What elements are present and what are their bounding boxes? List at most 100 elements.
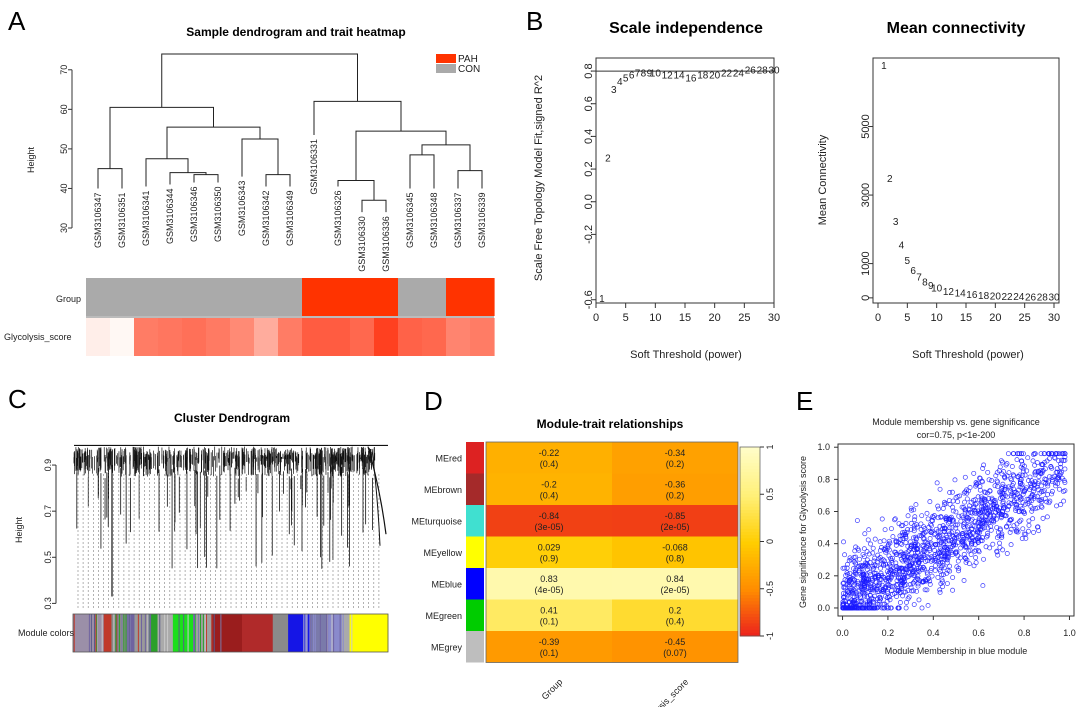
legend-con-swatch — [436, 64, 456, 73]
scatter-point — [1060, 451, 1066, 457]
scatter-point — [913, 502, 919, 508]
scatter-point — [1046, 451, 1052, 457]
scatter-point — [953, 509, 959, 515]
scatter-point — [1038, 451, 1044, 457]
scatter-point — [998, 515, 1004, 521]
scatter-point — [1011, 499, 1017, 505]
correlation-pvalue: (0.1) — [540, 648, 559, 658]
scatter-point — [988, 527, 994, 533]
scatter-point — [853, 561, 859, 567]
scatter-point — [865, 537, 871, 543]
scatter-point — [1016, 451, 1022, 457]
mean-ylabel: Mean Connectivity — [817, 134, 829, 225]
legend-tick-label: -0.5 — [765, 581, 775, 597]
scatter-point — [905, 513, 911, 519]
scatter-point — [963, 556, 969, 562]
scatter-point — [861, 572, 867, 577]
scatter-point — [950, 575, 956, 580]
module-row-label: MEyellow — [423, 548, 462, 558]
scatter-point — [900, 551, 906, 557]
legend-gradient-step — [740, 491, 760, 495]
mean-point-label: 9 — [928, 281, 934, 292]
scatter-point — [889, 574, 894, 580]
glycolysis-cell — [350, 318, 375, 356]
scatter-point — [1013, 489, 1019, 495]
scatter-point — [1026, 528, 1031, 534]
scatter-point — [936, 506, 941, 512]
panel-a-legend: PAH CON — [436, 54, 480, 75]
panel-a-y-axis: 30 40 50 60 70 — [59, 65, 73, 233]
scale-ylabel: Scale Free Topology Model Fit,signed R^2 — [533, 75, 545, 281]
scatter-point — [893, 560, 899, 566]
scatter-point — [892, 517, 897, 523]
group-cell — [206, 278, 231, 316]
scatter-point — [878, 565, 884, 571]
scatter-point — [918, 521, 924, 527]
scatter-point — [1004, 461, 1010, 467]
scatter-point — [1032, 482, 1037, 488]
scatter-point — [930, 544, 936, 550]
dendrogram-branch — [145, 158, 189, 187]
scatter-point — [928, 521, 933, 527]
scatter-point — [902, 570, 908, 576]
scatter-point — [852, 548, 858, 554]
scatter-point — [1008, 488, 1014, 494]
module-color-frame — [72, 613, 389, 653]
panel-c: C Cluster Dendrogram Height 0.3 0.5 0.7 0.9… — [8, 384, 389, 653]
scale-y-tick-label: -0.6 — [583, 290, 595, 309]
scatter-point — [982, 499, 988, 505]
scatter-point — [1019, 536, 1025, 541]
e-y-tick-label: 0.0 — [817, 603, 830, 613]
scale-point-label: 8 — [641, 69, 647, 80]
e-x-tick-label: 1.0 — [1063, 628, 1076, 638]
scatter-point — [961, 578, 967, 583]
scatter-point — [941, 550, 946, 556]
correlation-cell — [486, 473, 612, 505]
scatter-point — [950, 552, 955, 558]
scatter-point — [1029, 493, 1035, 499]
scatter-point — [946, 538, 952, 544]
scatter-point — [863, 562, 869, 568]
glycolysis-cell — [134, 318, 159, 356]
scale-y-tick-label: 0.2 — [583, 161, 595, 176]
scale-point-label: 9 — [647, 69, 653, 80]
mean-point-label: 8 — [922, 277, 928, 288]
scatter-point — [877, 594, 883, 600]
scatter-point — [982, 517, 988, 523]
scatter-point — [962, 509, 968, 515]
scatter-point — [899, 579, 905, 585]
scatter-point — [979, 526, 985, 532]
scale-y-tick-label: 0.0 — [583, 194, 595, 209]
panel-e-ylabel: Gene significance for Glycolysis score — [798, 456, 808, 608]
scatter-point — [868, 541, 874, 547]
legend-gradient-step — [740, 522, 760, 527]
scale-x-tick-label: 15 — [679, 312, 691, 324]
scatter-point — [1059, 457, 1064, 463]
scale-point-label: 18 — [697, 70, 709, 81]
scatter-point — [908, 527, 914, 533]
module-row-label: MEblue — [431, 579, 462, 589]
sample-label: GSM3106349 — [285, 190, 295, 246]
sample-label: GSM3106350 — [213, 187, 223, 243]
dendrogram-right-branch — [371, 448, 381, 546]
sample-dendrogram — [97, 53, 483, 213]
scatter-point — [998, 489, 1004, 495]
scatter-point — [909, 507, 915, 513]
mean-x-tick-label: 20 — [989, 312, 1001, 324]
module-color-segment — [103, 614, 112, 652]
scatter-point — [877, 547, 883, 553]
scatter-point — [1062, 451, 1068, 457]
scatter-point — [900, 530, 905, 536]
scatter-point — [1040, 515, 1046, 521]
scatter-point — [969, 516, 975, 522]
legend-gradient-step — [740, 525, 760, 530]
scatter-point — [941, 541, 946, 547]
scatter-point — [862, 579, 868, 585]
correlation-value: 0.41 — [540, 605, 558, 615]
legend-gradient-step — [740, 626, 760, 631]
scatter-point — [1014, 529, 1019, 535]
scatter-point — [851, 577, 857, 583]
correlation-cell — [612, 536, 738, 568]
scatter-point — [886, 538, 892, 544]
scatter-point — [999, 494, 1005, 500]
